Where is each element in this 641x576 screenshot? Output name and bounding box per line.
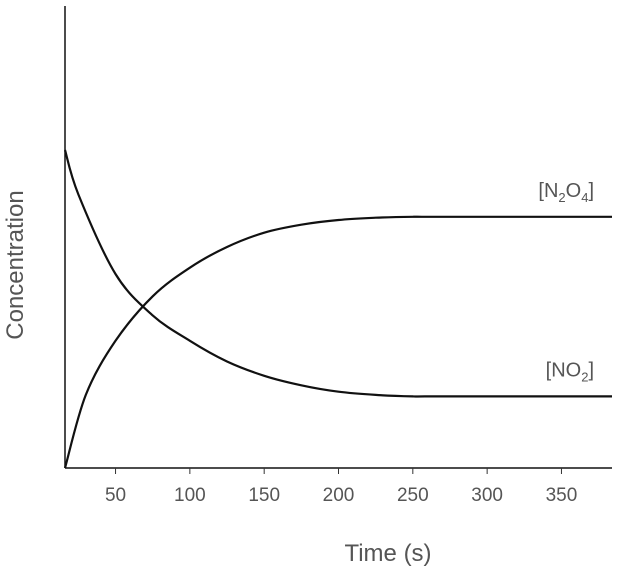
series-line-no2 (63, 149, 612, 398)
x-axis-title: Time (s) (344, 540, 431, 567)
series-curves (63, 149, 612, 469)
x-ticks: 50 100 150 200 250 300 350 (105, 468, 577, 506)
x-tick-label-300: 300 (471, 485, 503, 506)
x-tick-label-100: 100 (174, 485, 206, 506)
x-tick-label-50: 50 (105, 485, 126, 506)
x-tick-label-200: 200 (323, 485, 355, 506)
series-labels: [N2O4] [NO2] (538, 180, 594, 385)
series-line-n2o4 (63, 215, 612, 469)
x-tick-label-250: 250 (397, 485, 429, 506)
x-tick-label-150: 150 (248, 485, 280, 506)
series-label-n2o4: [N2O4] (538, 180, 594, 205)
y-axis-title: Concentration (2, 190, 29, 339)
x-tick-label-350: 350 (546, 485, 578, 506)
series-label-no2: [NO2] (546, 359, 594, 384)
